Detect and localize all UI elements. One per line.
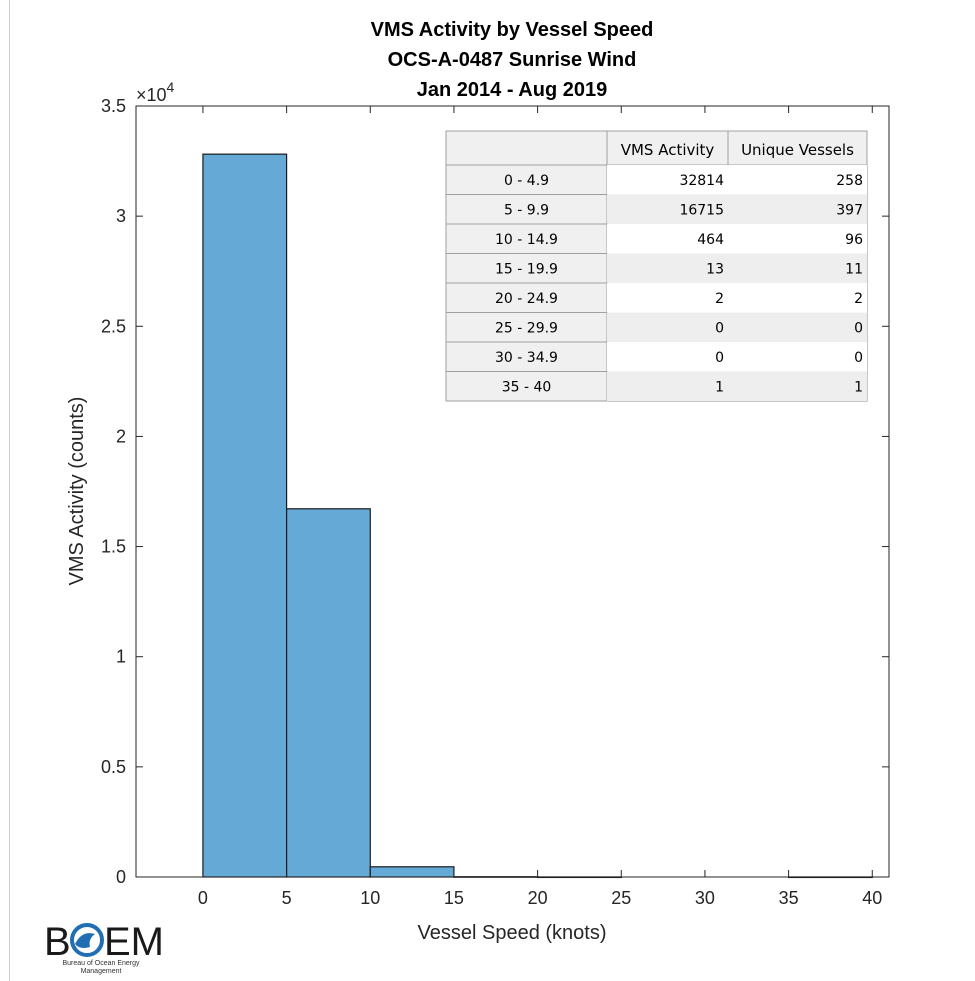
y-tick-label: 1.5 — [101, 537, 126, 557]
x-tick-label: 30 — [695, 888, 715, 908]
x-tick-label: 35 — [779, 888, 799, 908]
table-vms-activity-value: 2 — [715, 291, 724, 307]
table-unique-vessels-value: 0 — [854, 321, 863, 337]
y-axis-exponent: ×104 — [136, 79, 175, 105]
x-tick-label: 5 — [282, 888, 292, 908]
y-tick-label: 3 — [116, 206, 126, 226]
table-vms-activity-value: 0 — [715, 350, 724, 366]
y-tick-label: 0 — [116, 867, 126, 887]
table-row — [607, 253, 867, 283]
chart-title-line: Jan 2014 - Aug 2019 — [417, 79, 607, 101]
table-row — [607, 283, 867, 313]
table-unique-vessels-value: 2 — [854, 291, 863, 307]
table-header-cell — [727, 130, 868, 166]
table-vms-activity-value: 32814 — [679, 173, 724, 189]
table-speed-range: 25 - 29.9 — [495, 321, 558, 337]
x-tick-label: 20 — [528, 888, 548, 908]
chart-title-line: VMS Activity by Vessel Speed — [371, 19, 654, 41]
table-row — [607, 312, 867, 342]
x-tick-label: 40 — [862, 888, 882, 908]
histogram-bar — [286, 508, 371, 878]
logo-subtitle-line: Bureau of Ocean Energy — [62, 960, 140, 967]
table-row-header-cell — [445, 223, 608, 254]
table-row — [607, 165, 867, 195]
table-vms-activity-value: 16715 — [679, 203, 724, 219]
y-tick-label: 1 — [116, 647, 126, 667]
table-speed-range: 15 - 19.9 — [495, 262, 558, 278]
plot-area-box — [135, 105, 890, 878]
chart-title-line: OCS-A-0487 Sunrise Wind — [388, 49, 637, 71]
histogram-bar — [202, 153, 288, 878]
x-tick-label: 0 — [198, 888, 208, 908]
y-tick-label: 0.5 — [101, 757, 126, 777]
table-row-header-cell — [445, 194, 608, 225]
logo-wave-icon — [70, 923, 104, 957]
table-speed-range: 10 - 14.9 — [495, 232, 558, 248]
y-axis-label: VMS Activity (counts) — [66, 397, 88, 586]
histogram-bar — [369, 866, 455, 878]
table-speed-range: 30 - 34.9 — [495, 350, 558, 366]
y-exponent-base: ×10 — [136, 85, 167, 105]
logo-letter-b: B — [44, 920, 71, 964]
y-tick-label: 2 — [116, 426, 126, 446]
table-speed-range: 0 - 4.9 — [504, 173, 549, 189]
table-vms-activity-value: 0 — [715, 321, 724, 337]
table-unique-vessels-value: 258 — [836, 173, 863, 189]
table-header-cell — [606, 130, 729, 166]
table-speed-range: 5 - 9.9 — [504, 203, 549, 219]
table-vms-activity-value: 1 — [715, 380, 724, 396]
logo-subtitle-line: Management — [81, 968, 122, 975]
table-header-unique-vessels: Unique Vessels — [741, 141, 854, 159]
x-tick-label: 10 — [360, 888, 380, 908]
x-tick-label: 15 — [444, 888, 464, 908]
table-row-header-cell — [445, 341, 608, 372]
logo-wave-crest-icon — [75, 933, 95, 948]
y-tick-label: 2.5 — [101, 316, 126, 336]
table-unique-vessels-value: 96 — [845, 232, 863, 248]
table-row — [607, 371, 867, 401]
figure-frame — [9, 0, 975, 981]
table-row-header-cell — [445, 164, 608, 195]
y-tick-label: 3.5 — [101, 96, 126, 116]
table-row — [607, 194, 867, 224]
table-unique-vessels-value: 397 — [836, 203, 863, 219]
table-unique-vessels-value: 1 — [854, 380, 863, 396]
table-unique-vessels-value: 0 — [854, 350, 863, 366]
table-row — [607, 224, 867, 254]
x-axis-label: Vessel Speed (knots) — [418, 922, 607, 944]
logo-letters-em: EM — [104, 920, 164, 964]
table-row — [607, 342, 867, 372]
table-corner-cell — [445, 130, 608, 166]
x-tick-label: 25 — [611, 888, 631, 908]
table-vms-activity-value: 13 — [706, 262, 724, 278]
table-vms-activity-value: 464 — [697, 232, 724, 248]
y-exponent-power: 4 — [167, 79, 175, 95]
table-speed-range: 20 - 24.9 — [495, 291, 558, 307]
table-row-header-cell — [445, 312, 608, 343]
table-header-vms-activity: VMS Activity — [621, 141, 715, 159]
table-speed-range: 35 - 40 — [502, 380, 552, 396]
table-unique-vessels-value: 11 — [845, 262, 863, 278]
